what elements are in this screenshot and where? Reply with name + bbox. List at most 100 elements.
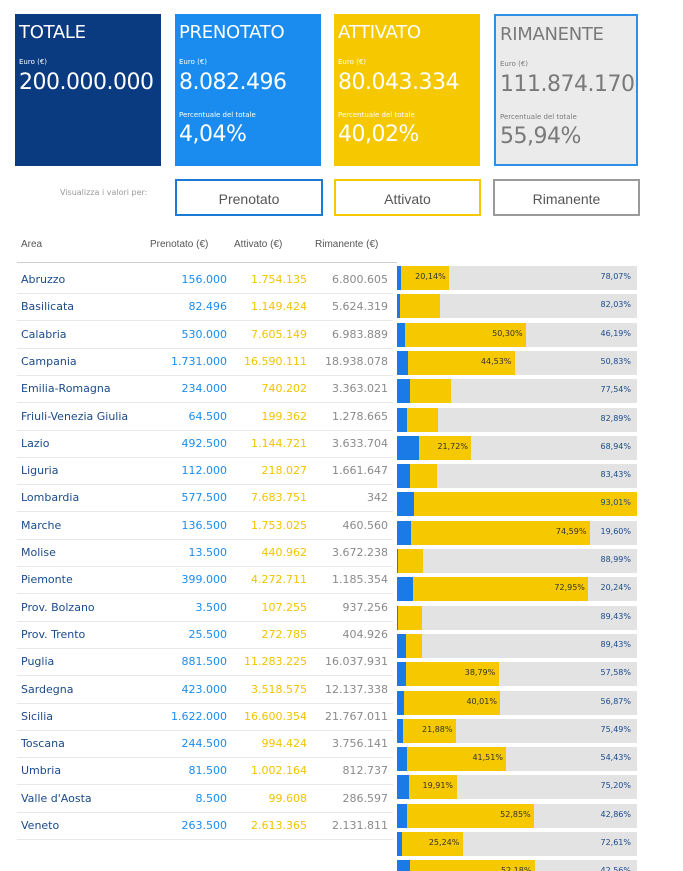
stacked-bar[interactable]: 20,14% 78,07% — [397, 266, 637, 290]
table-row[interactable]: Calabria 530.000 7.605.149 6.983.889 — [0, 322, 683, 349]
cell-prenotato: 423.000 — [181, 682, 228, 696]
stacked-bar[interactable]: 93,01% — [397, 492, 637, 517]
data-label-rimanente: 20,24% — [600, 583, 631, 593]
card-unit: Euro (€) — [338, 58, 367, 66]
row-divider — [17, 293, 393, 294]
bar-segment-prenotato — [397, 605, 398, 630]
bar-segment-attivato — [397, 549, 424, 573]
cell-area: Campania — [21, 354, 77, 368]
cell-prenotato: 112.000 — [181, 464, 228, 478]
stacked-bar[interactable]: 25,24% 72,61% — [397, 832, 637, 856]
stacked-bar[interactable]: 74,59% 19,60% — [397, 520, 637, 545]
view-prenotato-button[interactable]: Prenotato — [175, 179, 323, 216]
table-row[interactable]: Campania 1.731.000 16.590.111 18.938.078 — [0, 349, 683, 376]
card-unit: Euro (€) — [179, 58, 208, 66]
card-pct-label: Percentuale del totale — [500, 113, 577, 121]
cell-prenotato: 1.622.000 — [171, 709, 227, 723]
table-row[interactable]: Prov. Bolzano 3.500 107.255 937.256 — [0, 595, 683, 622]
table-row[interactable]: Valle d'Aosta 8.500 99.608 286.597 — [0, 786, 683, 813]
stacked-bar[interactable]: 89,43% — [397, 633, 637, 658]
stacked-bar[interactable]: 38,79% 57,58% — [397, 662, 637, 687]
data-label-rimanente: 19,60% — [600, 526, 631, 536]
cell-attivato: 440.962 — [261, 546, 308, 559]
stacked-bar[interactable]: 52,85% 42,86% — [397, 803, 637, 828]
table-row[interactable]: Lombardia 577.500 7.683.751 342 — [0, 485, 683, 513]
bar-segment-prenotato — [397, 718, 404, 743]
stacked-bar[interactable]: 88,99% — [397, 549, 637, 573]
table-row[interactable]: Molise 13.500 440.962 3.672.238 — [0, 540, 683, 567]
cell-rimanente: 3.756.141 — [332, 737, 388, 751]
view-attivato-button[interactable]: Attivato — [334, 179, 481, 216]
table-row[interactable]: Liguria 112.000 218.027 1.661.647 — [0, 458, 683, 486]
card-unit: Euro (€) — [500, 60, 529, 68]
view-rimanente-button[interactable]: Rimanente — [493, 179, 640, 216]
card-title: PRENOTATO — [179, 22, 285, 43]
data-label-rimanente: 78,07% — [600, 272, 631, 281]
cell-attivato: 16.590.111 — [244, 354, 307, 368]
cell-area: Emilia-Romagna — [21, 382, 111, 396]
col-header-attivato[interactable]: Attivato (€) — [234, 239, 283, 250]
data-label-rimanente: 77,54% — [600, 385, 631, 395]
stacked-bar[interactable]: 19,91% 75,20% — [397, 775, 637, 800]
cell-area: Piemonte — [21, 573, 73, 587]
table-row[interactable]: Emilia-Romagna 234.000 740.202 3.363.021 — [0, 376, 683, 404]
cell-attivato: 3.518.575 — [251, 682, 307, 696]
cell-rimanente: 1.278.665 — [332, 409, 388, 423]
stacked-bar[interactable]: 21,88% 75,49% — [397, 718, 637, 743]
cell-area: Liguria — [21, 464, 59, 478]
bar-segment-attivato — [413, 492, 637, 517]
cell-prenotato: 8.500 — [195, 791, 228, 805]
data-label-rimanente: 57,58% — [600, 668, 631, 678]
data-label-rimanente: 72,61% — [600, 838, 631, 847]
table-row[interactable]: Prov. Trento 25.500 272.785 404.926 — [0, 622, 683, 649]
cell-attivato: 1.144.721 — [251, 436, 307, 450]
stacked-bar[interactable]: 41,51% 54,43% — [397, 747, 637, 772]
stacked-bar[interactable]: 50,30% 46,19% — [397, 322, 637, 347]
table-row[interactable]: Piemonte 399.000 4.272.711 1.185.354 — [0, 567, 683, 595]
stacked-bar[interactable]: 40,01% 56,87% — [397, 690, 637, 715]
table-row[interactable]: Lazio 492.500 1.144.721 3.633.704 — [0, 431, 683, 458]
col-header-area[interactable]: Area — [21, 239, 43, 250]
card-pct: 40,02% — [338, 122, 419, 147]
row-divider — [17, 647, 393, 649]
card-prenotato: PRENOTATO Euro (€) 8.082.496 Percentuale… — [175, 14, 321, 166]
stacked-bar[interactable]: 52,18% 42,56% — [397, 860, 637, 871]
stacked-bar[interactable]: 72,95% 20,24% — [397, 577, 637, 602]
table-row[interactable]: Puglia 881.500 11.283.225 16.037.931 — [0, 649, 683, 677]
cell-area: Sicilia — [21, 709, 53, 723]
row-divider — [17, 538, 393, 540]
stacked-bar[interactable]: 83,43% — [397, 464, 637, 489]
table-row[interactable]: Marche 136.500 1.753.025 460.560 — [0, 513, 683, 540]
data-label-attivato: 21,88% — [421, 724, 453, 734]
bar-segment-prenotato — [397, 294, 400, 319]
table-row[interactable]: Sardegna 423.000 3.518.575 12.137.338 — [0, 677, 683, 704]
card-title: ATTIVATO — [338, 22, 421, 43]
table-row[interactable]: Toscana 244.500 994.424 3.756.141 — [0, 731, 683, 759]
card-value: 8.082.496 — [179, 70, 287, 95]
cell-attivato: 7.683.751 — [251, 491, 307, 505]
col-header-rimanente[interactable]: Rimanente (€) — [315, 239, 379, 250]
data-label-rimanente: 89,43% — [600, 639, 631, 649]
table-row[interactable]: Friuli-Venezia Giulia 64.500 199.362 1.278.… — [0, 404, 683, 431]
stacked-bar[interactable]: 82,89% — [397, 407, 637, 432]
cell-area: Sardegna — [21, 682, 74, 696]
cell-area: Valle d'Aosta — [21, 791, 92, 805]
data-label-rimanente: 54,43% — [600, 753, 631, 763]
stacked-bar[interactable]: 21,72% 68,94% — [397, 435, 637, 460]
stacked-bar[interactable]: 44,53% 50,83% — [397, 350, 637, 375]
cell-attivato: 2.613.365 — [251, 819, 307, 832]
stacked-bar[interactable]: 89,43% — [397, 605, 637, 630]
table-row[interactable]: Abruzzo 156.000 1.754.135 6.800.605 — [0, 267, 683, 294]
table-row[interactable]: Umbria 81.500 1.002.164 812.737 — [0, 758, 683, 786]
stacked-bar[interactable]: 77,54% — [397, 379, 637, 404]
row-divider — [17, 484, 393, 486]
cell-area: Abruzzo — [21, 273, 66, 286]
table-row[interactable]: Veneto 263.500 2.613.365 2.131.811 — [0, 813, 683, 840]
stacked-bar[interactable]: 82,03% — [397, 294, 637, 319]
table-row[interactable]: Basilicata 82.496 1.149.424 5.624.319 — [0, 294, 683, 322]
cell-prenotato: 244.500 — [181, 737, 228, 751]
cell-prenotato: 81.500 — [188, 764, 228, 778]
table-row[interactable]: Sicilia 1.622.000 16.600.354 21.767.011 — [0, 704, 683, 731]
bar-segment-prenotato — [397, 775, 409, 800]
col-header-prenotato[interactable]: Prenotato (€) — [150, 239, 209, 250]
